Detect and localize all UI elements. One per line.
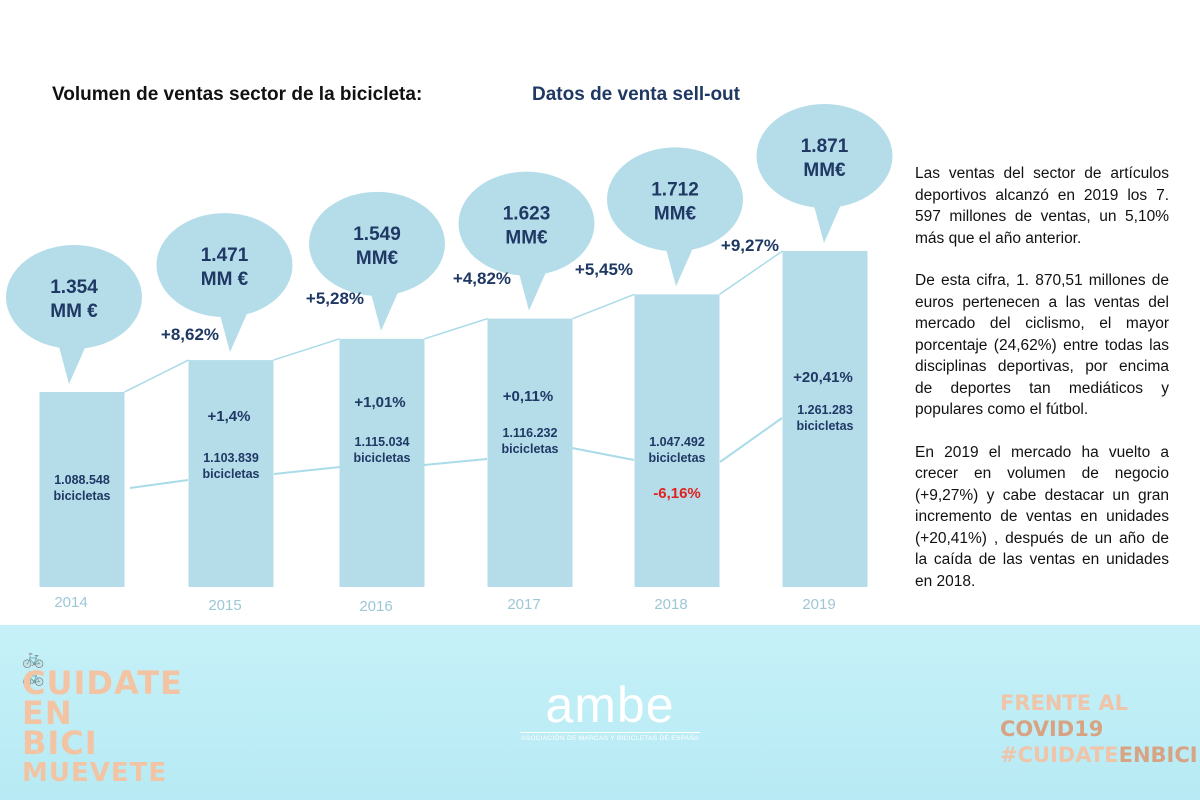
value-label: 1.871	[801, 136, 849, 157]
side-commentary: Las ventas del sector de artículos depor…	[915, 163, 1169, 613]
value-label: 1.623	[503, 204, 551, 225]
unit-word-label: bicicletas	[502, 442, 559, 456]
commentary-paragraph-3: En 2019 el mercado ha vuelto a crecer en…	[915, 443, 1169, 590]
unit-growth-label: +20,41%	[793, 369, 853, 386]
logo-right-part-1: FRENTE AL	[1000, 691, 1129, 715]
value-growth-label: +9,27%	[721, 236, 779, 255]
cuidate-en-bici-logo: 🚲🚲 CUIDATE EN BICI MUEVETE	[22, 648, 183, 789]
bar-2016	[339, 338, 425, 587]
unit-count-label: 1.116.232	[503, 426, 558, 440]
year-tick-label: 2019	[802, 596, 835, 613]
bar-2015	[188, 360, 274, 587]
year-tick-label: 2014	[54, 594, 87, 611]
bar-2019	[782, 251, 868, 587]
value-label: 1.354	[50, 277, 98, 298]
value-bubble-2017	[458, 171, 595, 311]
value-bubble-2016	[309, 191, 445, 331]
bar-2017	[487, 318, 573, 587]
logo-right-part-3: #CUIDATE	[1000, 743, 1119, 767]
sales-chart: 1.354 MM € 1.471 MM € 1.549 MM€ 1.623 MM€ 1.712 M…	[6, 104, 893, 615]
logo-line-1: CUIDATE	[22, 664, 183, 702]
value-growth-label: +8,62%	[161, 325, 219, 344]
commentary-paragraph-1: Las ventas del sector de artículos depor…	[915, 165, 1169, 247]
unit-word-label: bicicletas	[354, 451, 411, 465]
logo-line-2: EN BICI	[22, 694, 98, 762]
value-unit-label: MM €	[201, 269, 249, 290]
unit-count-label: 1.115.034	[355, 435, 410, 449]
unit-growth-label: +1,01%	[354, 394, 405, 411]
value-bubble-2015	[156, 213, 293, 353]
unit-growth-label: +0,11%	[503, 388, 553, 405]
value-unit-label: MM€	[505, 228, 548, 249]
ambe-wordmark: ambe	[545, 677, 675, 733]
unit-word-label: bicicletas	[797, 419, 854, 433]
unit-word-label: bicicletas	[649, 451, 706, 465]
chart-title: Volumen de ventas sector de la bicicleta…	[52, 84, 423, 105]
logo-line-3: MUEVETE	[22, 758, 168, 788]
value-bubble-2019	[756, 104, 893, 243]
bar-2018	[634, 294, 720, 587]
covid-campaign-logo: FRENTE AL COVID19 #CUIDATEENBICI	[1000, 690, 1198, 768]
bicycle-icon: 🚲	[22, 666, 107, 687]
year-tick-label: 2017	[507, 596, 540, 613]
year-tick-label: 2016	[359, 598, 392, 615]
value-unit-label: MM€	[803, 160, 846, 181]
value-label: 1.549	[353, 224, 401, 245]
unit-count-label: 1.047.492	[649, 435, 705, 449]
footer-banner	[0, 625, 1200, 800]
unit-count-label: 1.261.283	[797, 403, 853, 417]
ambe-logo: ambe ASOCIACIÓN DE MARCAS Y BICICLETAS D…	[520, 680, 700, 742]
euro-trend-line	[124, 250, 783, 393]
chart-subtitle: Datos de venta sell-out	[532, 84, 740, 105]
unit-growth-label: -6,16%	[653, 485, 701, 502]
value-label: 1.471	[201, 245, 249, 266]
value-unit-label: MM€	[356, 248, 399, 269]
year-tick-label: 2018	[654, 596, 687, 613]
unit-growth-label: +1,4%	[208, 408, 251, 425]
value-bubble-2018	[607, 147, 743, 287]
value-unit-label: MM €	[50, 301, 98, 322]
year-tick-label: 2015	[208, 597, 241, 614]
value-growth-label: +5,28%	[306, 289, 364, 308]
bar-2014	[39, 392, 125, 587]
unit-count-label: 1.103.839	[203, 451, 259, 465]
units-trend-line	[129, 417, 783, 489]
value-label: 1.712	[651, 179, 699, 200]
commentary-paragraph-2: De esta cifra, 1. 870,51 millones de eur…	[915, 272, 1169, 418]
value-growth-label: +4,82%	[453, 269, 511, 288]
bicycle-icon: 🚲	[22, 648, 107, 669]
unit-count-label: 1.088.548	[54, 473, 110, 487]
logo-right-part-2: COVID19	[1000, 717, 1104, 741]
unit-word-label: bicicletas	[54, 489, 111, 503]
logo-right-part-4: ENBICI	[1118, 743, 1198, 767]
ambe-tagline: ASOCIACIÓN DE MARCAS Y BICICLETAS DE ESP…	[520, 732, 700, 742]
value-unit-label: MM€	[654, 203, 697, 224]
value-bubble-2014	[6, 245, 142, 384]
value-growth-label: +5,45%	[575, 260, 633, 279]
unit-word-label: bicicletas	[203, 467, 260, 481]
